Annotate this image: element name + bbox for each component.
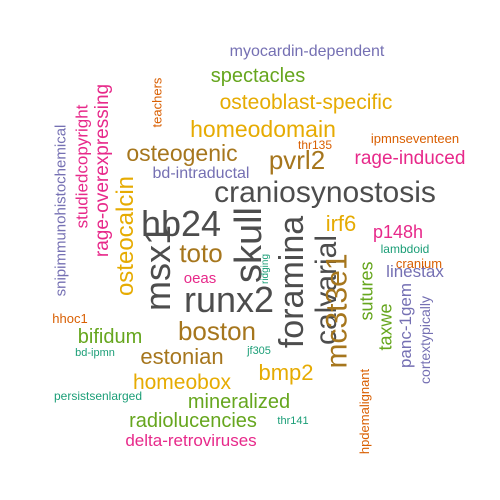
word-runx2: runx2 — [183, 279, 275, 320]
word-spectacles: spectacles — [210, 65, 306, 87]
word-oeas: oeas — [183, 269, 217, 287]
word-msx1: msx1 — [136, 224, 178, 312]
word-delta-retroviruses: delta-retroviruses — [125, 430, 257, 450]
word-sutures: sutures — [357, 261, 377, 321]
word-linestax: linestax — [386, 261, 444, 281]
word-hb24: hb24 — [140, 203, 222, 244]
word-homeobox: homeobox — [132, 370, 232, 394]
word-myocardin-dependent: myocardin-dependent — [229, 43, 385, 60]
word-mineralized: mineralized — [187, 391, 291, 413]
word-cortextypically: cortextypically — [416, 296, 433, 384]
word-irf6: irf6 — [325, 211, 357, 236]
word-bd-intraductal: bd-intraductal — [152, 165, 250, 182]
word-snipimmunohistochemical: snipimmunohistochemical — [52, 124, 70, 296]
word-hhoc1: hhoc1 — [52, 310, 88, 326]
word-rage-overexpressing: rage-overexpressing — [92, 83, 114, 257]
word-thr141: thr141 — [277, 414, 309, 427]
word-toto: toto — [179, 238, 223, 268]
word-jf305: jf305 — [247, 344, 271, 357]
word-bd-ipmn: bd-ipmn — [75, 346, 115, 359]
word-craniosynostosis: craniosynostosis — [214, 176, 436, 209]
word-homeodomain: homeodomain — [190, 115, 336, 142]
word-bmp2: bmp2 — [258, 360, 314, 385]
word-thr135: thr135 — [297, 138, 333, 152]
word-foramina: foramina — [273, 215, 311, 349]
word-bifidum: bifidum — [77, 326, 143, 348]
word-ridging: ridging — [260, 253, 271, 285]
word-taxwe: taxwe — [376, 303, 396, 351]
word-cranium: cranium — [395, 255, 443, 271]
word-studiedcopyright: studiedcopyright — [72, 104, 92, 228]
word-radiolucencies: radiolucencies — [129, 410, 257, 432]
word-hpdemalignant: hpdemalignant — [357, 368, 373, 454]
word-osteoblast-specific: osteoblast-specific — [219, 90, 393, 114]
word-estonian: estonian — [140, 344, 224, 369]
word-mc3t3e1: mc3t3e1 — [320, 253, 354, 369]
word-p148h: p148h — [372, 222, 424, 242]
word-osteocalcin: osteocalcin — [111, 175, 139, 297]
word-rage-induced: rage-induced — [354, 147, 466, 169]
word-persistsenlarged: persistsenlarged — [53, 389, 143, 403]
word-lambdoid: lambdoid — [380, 242, 430, 256]
word-osteogenic: osteogenic — [126, 139, 238, 166]
word-boston: boston — [177, 316, 257, 346]
word-pvrl2: pvrl2 — [268, 145, 326, 175]
word-panc-1gem: panc-1gem — [396, 282, 416, 368]
word-ipmnseventeen: ipmnseventeen — [370, 130, 460, 146]
word-teachers: teachers — [149, 77, 165, 127]
